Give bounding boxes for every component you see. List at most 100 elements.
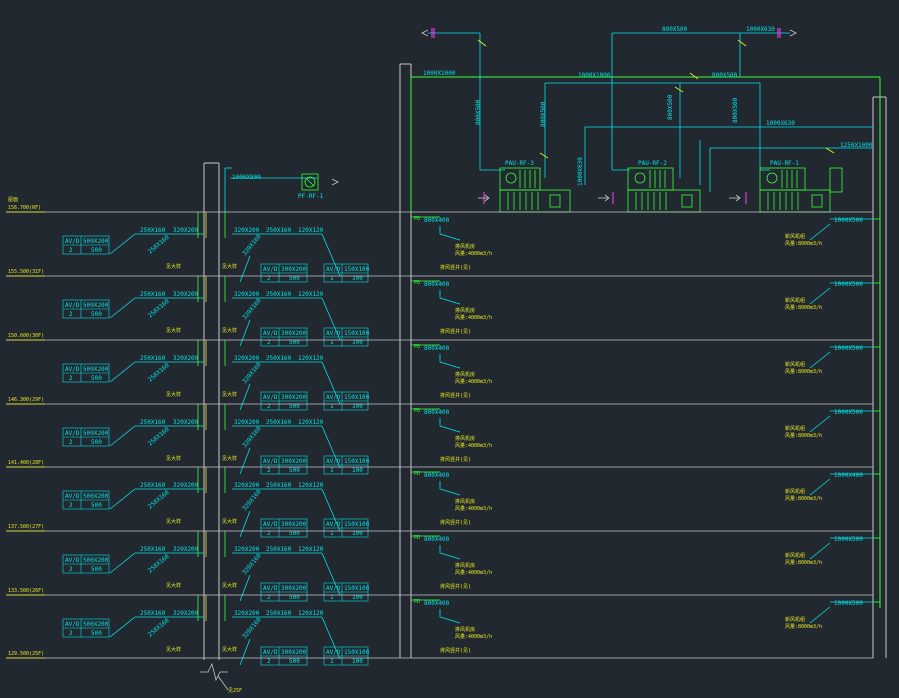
table-h1: AV/D [65,557,80,564]
floor-elevation: 141.400(28F) [8,460,44,466]
riser-size-3: 800X500 [667,94,674,120]
table-v2: 100 [352,275,363,282]
table-v1: 1 [330,403,334,410]
mid-riser-tag: PD [414,280,420,286]
break-line [200,662,229,691]
note-small: 见大样 [166,391,181,398]
table-h2: 300X200 [281,330,307,337]
right-leader [809,542,831,560]
header-size-3: 800X500 [712,72,738,79]
table-h1: AV/D [263,585,278,592]
table-h1: AV/D [326,585,341,592]
note-small: 见大样 [166,582,181,589]
mid-leader [439,361,461,369]
table-h2: 150X100 [344,458,370,465]
note-small: 见大样 [166,518,181,525]
diag-size-mid: 320X160 [241,297,263,321]
branch-leader [109,297,136,319]
table-h2: 150X100 [344,330,370,337]
ahu-unit-1 [499,167,571,213]
roof-ductwork [410,76,881,608]
table-v1: 2 [267,339,271,346]
table-h2: 500X200 [83,430,109,437]
table-v1: 1 [330,530,334,537]
mid-leader [439,552,461,560]
branch-leader [321,425,341,469]
duct-size-c: 320X200 [234,482,260,489]
table-h1: AV/D [326,266,341,273]
branch-leader [239,447,251,475]
table-v2: 500 [289,530,300,537]
table-v1: 2 [69,375,73,382]
riser-size: 800X400 [424,281,450,288]
ahu-label-1: PAU-RF-3 [505,160,534,167]
branch-leader [239,510,251,538]
branch-leader [239,574,251,602]
note-bottom: 排风竖井(见) [440,328,471,335]
riser-size: 800X400 [424,600,450,607]
ahu-unit-3 [759,167,843,213]
table-v2: 500 [91,247,102,254]
table-h2: 300X200 [281,394,307,401]
riser-size: 800X400 [424,536,450,543]
right-branch-size: 1000X500 [834,281,863,288]
right-leader [809,415,831,433]
note-right-2: 风量:4000m3/h [455,250,492,257]
table-h2: 300X200 [281,458,307,465]
note-right: 排风机房 [455,435,475,442]
duct-size-e: 120X120 [298,482,324,489]
table-v1: 2 [267,467,271,474]
duct-size-e: 120X120 [298,227,324,234]
duct-size-c: 320X200 [234,610,260,617]
table-h1: AV/D [263,458,278,465]
duct-size-d: 250X160 [266,482,292,489]
riser-size-1: 800X500 [475,99,482,125]
duct-size-d: 250X160 [266,419,292,426]
note-far-2: 风量:8000m3/h [785,432,822,439]
table-h2: 150X100 [344,585,370,592]
diag-size-mid: 320X160 [241,488,263,512]
table-v1: 2 [267,403,271,410]
duct-size-b: 320X200 [173,482,199,489]
diag-size-mid: 320X160 [241,552,263,576]
table-v1: 2 [267,275,271,282]
table-v1: 2 [267,530,271,537]
note-right: 排风机房 [455,626,475,633]
note-small-2: 见大样 [222,391,237,398]
table-v2: 100 [352,594,363,601]
note-far: 新风机组 [785,616,805,623]
duct-size-b: 320X200 [173,355,199,362]
riser-size-4: 800X500 [732,97,739,123]
header-size-2: 1000X1000 [578,72,611,79]
floor-elevation: 155.500(31F) [8,269,44,275]
mid-riser-tag: PD [414,344,420,350]
note-right-2: 风量:4000m3/h [455,569,492,576]
note-small-2: 见大样 [222,455,237,462]
branch-leader [109,233,136,255]
table-v1: 1 [330,275,334,282]
note-small-2: 见大样 [222,582,237,589]
note-right: 排风机房 [455,498,475,505]
diag-size-mid: 320X160 [241,233,263,257]
table-h1: AV/D [326,521,341,528]
right-branch-size: 1000X400 [834,472,863,479]
duct-size-a: 250X160 [140,482,166,489]
branch-right-size: 1000X630 [766,120,795,127]
riser-size: 800X400 [424,345,450,352]
table-v2: 100 [352,339,363,346]
table-v2: 500 [91,566,102,573]
table-v1: 1 [330,594,334,601]
note-bottom: 排风竖井(见) [440,392,471,399]
duct-size-a: 250X160 [140,546,166,553]
table-h2: 150X100 [344,521,370,528]
note-bottom: 排风竖井(见) [440,264,471,271]
table-h1: AV/D [65,366,80,373]
table-h2: 500X200 [83,302,109,309]
duct-size-a: 250X160 [140,227,166,234]
note-right-2: 风量:4000m3/h [455,314,492,321]
note-small: 见大样 [166,327,181,334]
table-h2: 500X200 [83,621,109,628]
mid-leader [439,425,461,433]
diag-size-left: 250X160 [147,426,171,448]
